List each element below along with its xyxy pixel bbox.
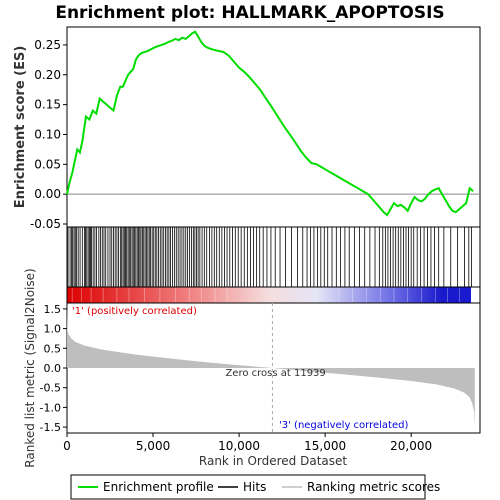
heatmap-bar xyxy=(67,287,471,303)
es-y-tick-label: 0.20 xyxy=(34,68,61,82)
heatmap-stripes xyxy=(71,288,460,302)
es-y-axis-label: Enrichment score (ES) xyxy=(13,46,28,209)
chart-title: Enrichment plot: HALLMARK_APOPTOSIS xyxy=(55,3,444,23)
es-y-tick-label: 0.25 xyxy=(34,38,61,52)
metric-y-tick-label: 1.0 xyxy=(44,323,62,336)
metric-y-tick-label: 1.5 xyxy=(44,303,62,316)
enrichment-profile-line xyxy=(66,30,474,217)
x-tick-label: 5,000 xyxy=(136,439,170,453)
metric-y-tick-label: 0.0 xyxy=(44,362,62,375)
metric-y-axis-label: Ranked list metric (Signal2Noise) xyxy=(23,268,37,467)
metric-y-tick-label: 0.5 xyxy=(44,342,62,355)
hit-markers xyxy=(67,227,472,287)
zero-cross-label: Zero cross at 11939 xyxy=(225,368,325,379)
metric-y-axis-ticks: -1.5 -1.0 -0.5 0.0 0.5 1.0 1.5 xyxy=(40,303,67,434)
metric-panel: Zero cross at 11939 '1' (positively corr… xyxy=(23,268,481,468)
legend-hits-label: Hits xyxy=(243,480,266,494)
ranking-metric-area xyxy=(67,303,475,428)
es-y-tick-label: -0.05 xyxy=(30,217,61,231)
legend: Enrichment profile Hits Ranking metric s… xyxy=(70,474,440,500)
x-axis-label: Rank in Ordered Dataset xyxy=(199,454,347,468)
metric-y-tick-label: -1.0 xyxy=(40,401,61,414)
legend-enrichment-label: Enrichment profile xyxy=(103,480,214,494)
x-axis-ticks: 0 5,000 10,000 15,000 20,000 xyxy=(63,433,432,453)
legend-metric-label: Ranking metric scores xyxy=(307,480,440,494)
es-y-tick-label: 0.05 xyxy=(34,157,61,171)
ranking-heatmap xyxy=(66,286,481,304)
x-tick-label: 10,000 xyxy=(218,439,260,453)
es-y-tick-label: 0.00 xyxy=(34,187,61,201)
hits-panel xyxy=(66,226,481,288)
es-y-tick-label: 0.10 xyxy=(34,127,61,141)
x-tick-label: 15,000 xyxy=(304,439,346,453)
x-tick-label: 0 xyxy=(63,439,71,453)
metric-y-tick-label: -0.5 xyxy=(40,382,61,395)
metric-y-tick-label: -1.5 xyxy=(40,421,61,434)
es-panel: -0.05 0.00 0.05 0.10 0.15 0.20 0.25 Enrichment… xyxy=(13,26,481,231)
x-tick-label: 20,000 xyxy=(390,439,432,453)
es-panel-frame xyxy=(66,26,481,228)
es-y-axis-ticks: -0.05 0.00 0.05 0.10 0.15 0.20 0.25 xyxy=(30,38,67,231)
legend-frame xyxy=(70,474,426,500)
negative-correlated-label: '3' (negatively correlated) xyxy=(279,420,408,431)
positive-correlated-label: '1' (positively correlated) xyxy=(72,306,197,317)
es-y-tick-label: 0.15 xyxy=(34,98,61,112)
